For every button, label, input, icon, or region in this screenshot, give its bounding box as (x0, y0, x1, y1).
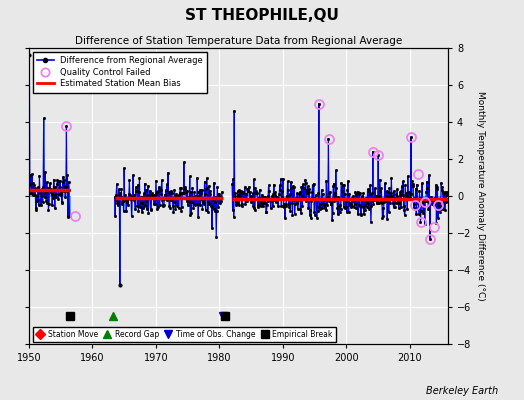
Y-axis label: Monthly Temperature Anomaly Difference (°C): Monthly Temperature Anomaly Difference (… (476, 91, 485, 301)
Text: ST THEOPHILE,QU: ST THEOPHILE,QU (185, 8, 339, 23)
Text: Berkeley Earth: Berkeley Earth (425, 386, 498, 396)
Title: Difference of Station Temperature Data from Regional Average: Difference of Station Temperature Data f… (75, 36, 402, 46)
Legend: Station Move, Record Gap, Time of Obs. Change, Empirical Break: Station Move, Record Gap, Time of Obs. C… (32, 326, 336, 342)
